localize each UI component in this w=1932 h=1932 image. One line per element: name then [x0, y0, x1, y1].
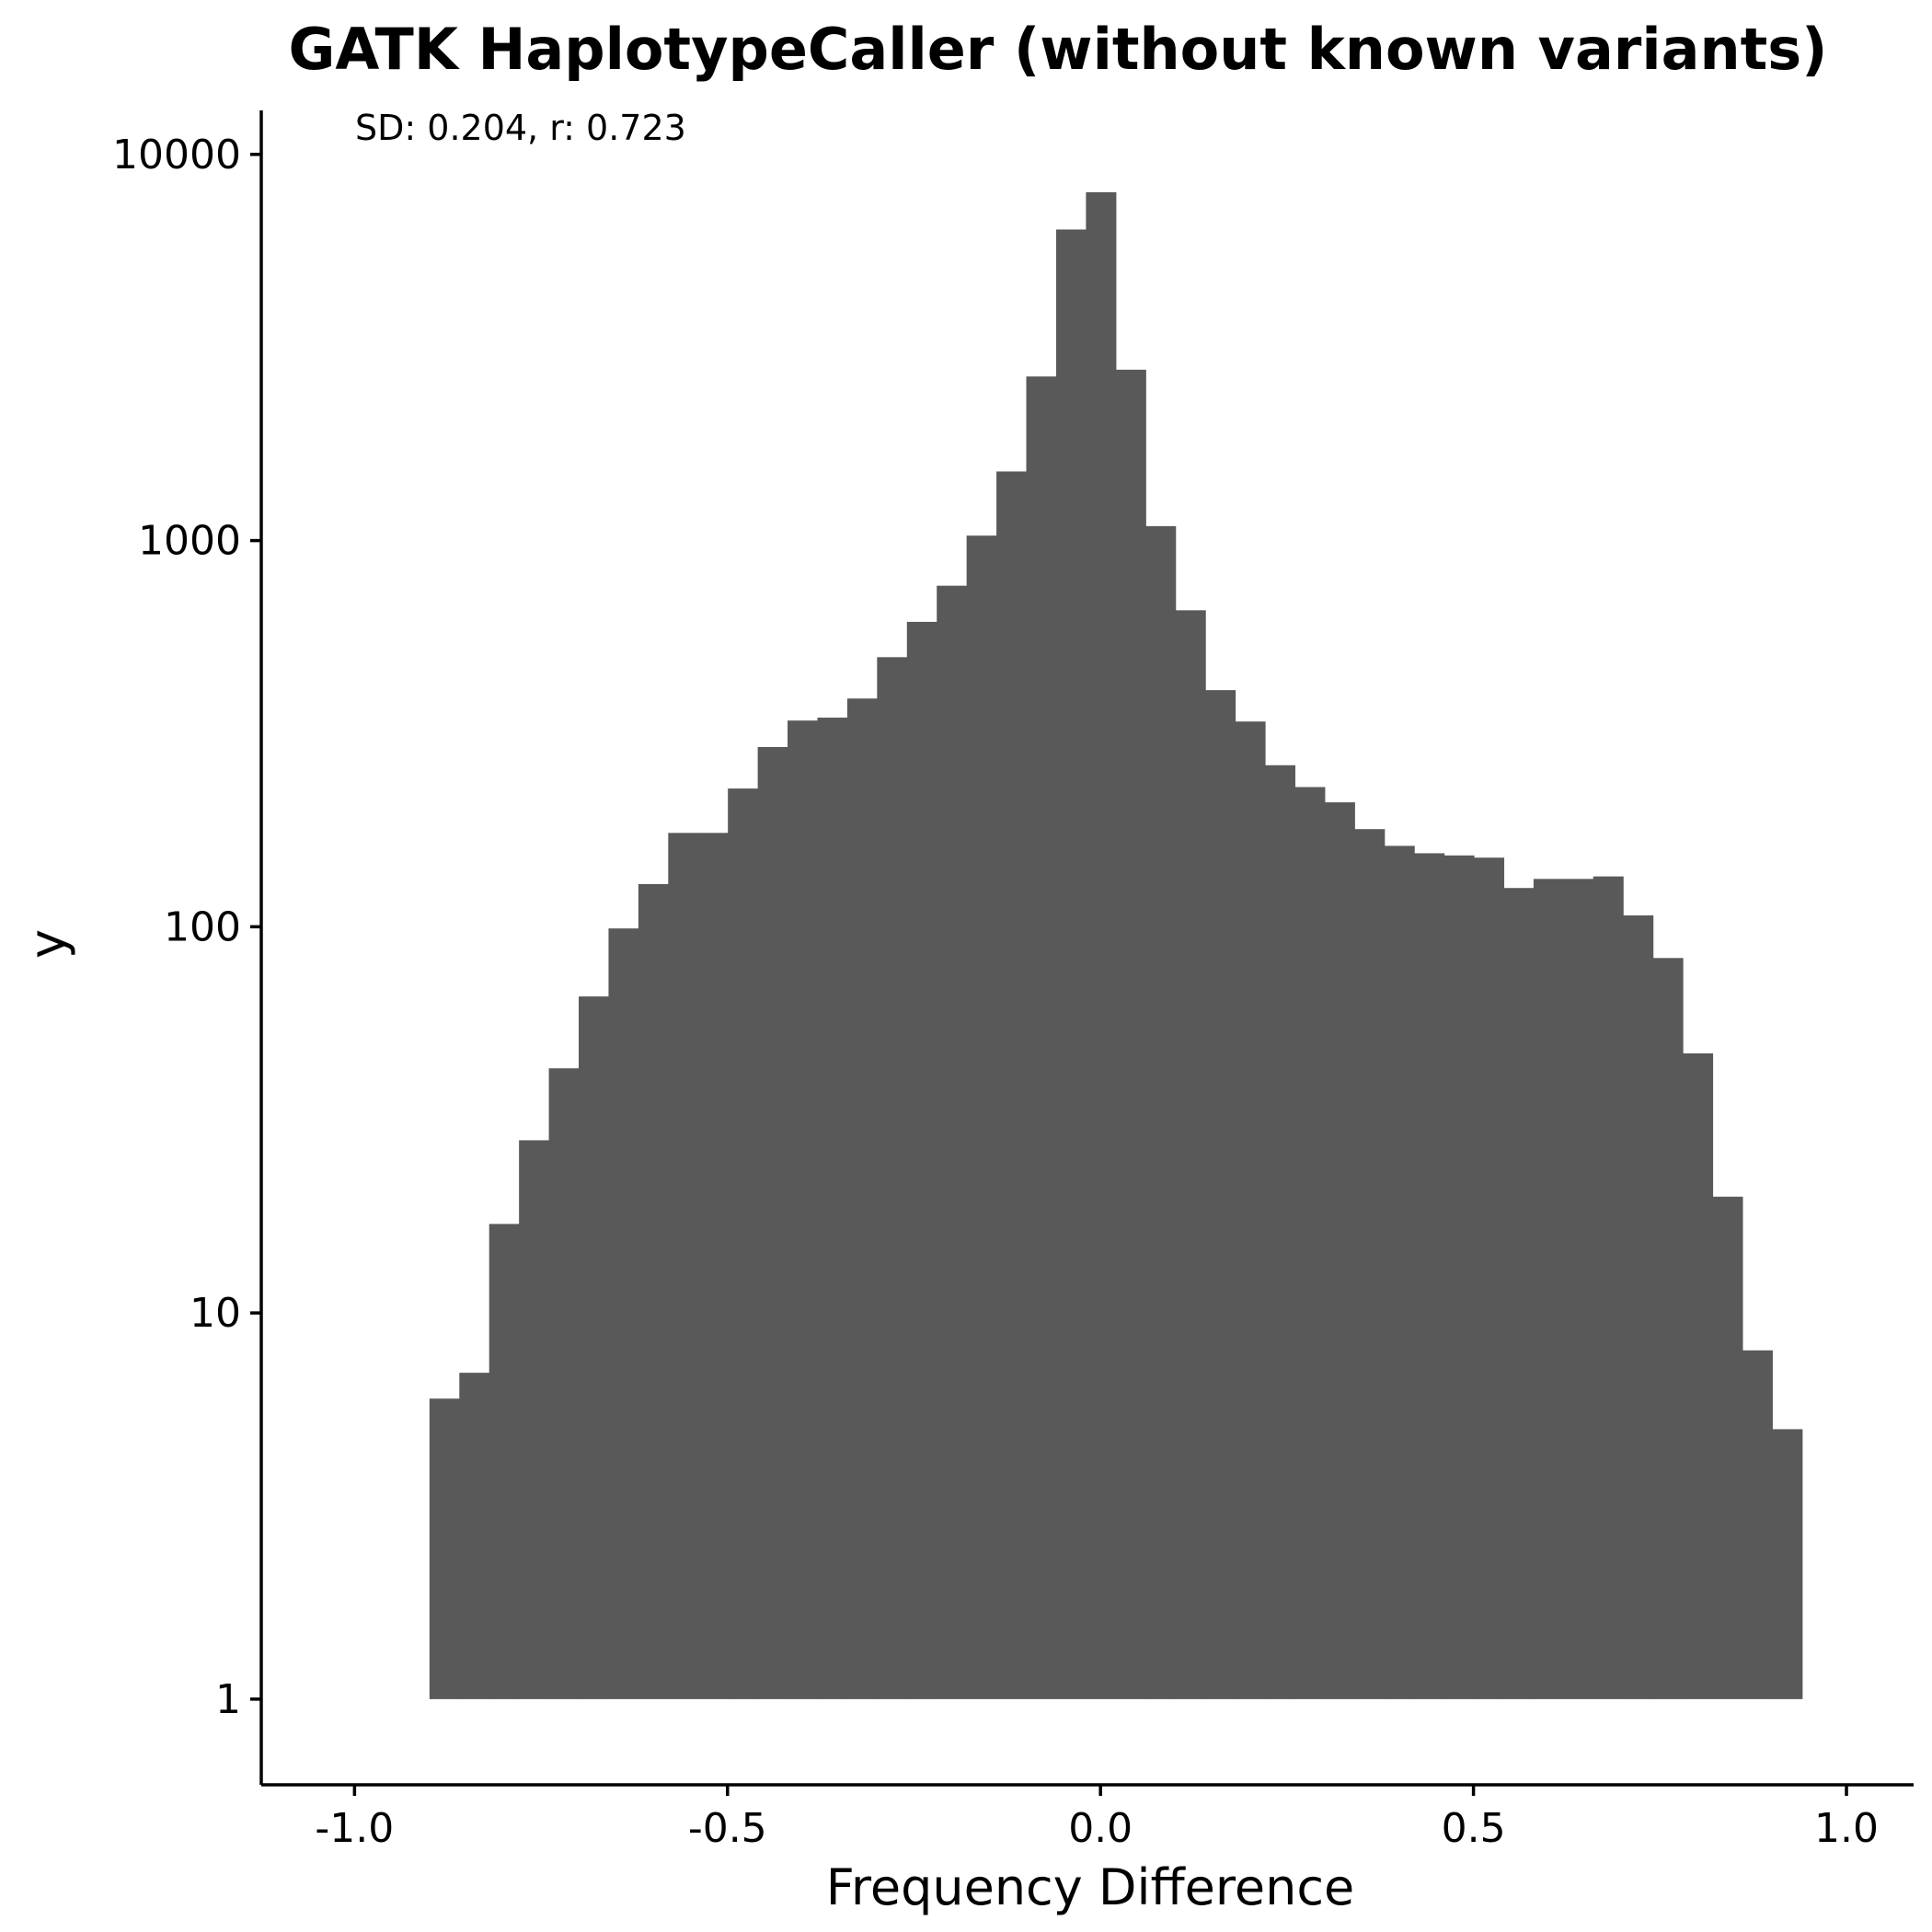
histogram-bar	[1533, 879, 1564, 1699]
histogram-bar	[548, 1068, 580, 1699]
histogram-bar	[1145, 525, 1177, 1699]
y-tick-label: 100	[164, 903, 241, 950]
histogram-bar	[1474, 857, 1505, 1699]
histogram-bar	[638, 883, 669, 1699]
x-axis: -1.0 -0.5 0.0 0.5 1.0	[261, 1783, 1914, 1852]
x-tick-label: -1.0	[315, 1805, 394, 1852]
histogram-bar	[579, 996, 610, 1699]
histogram-bar	[429, 1398, 460, 1699]
y-tick-label: 10	[190, 1290, 241, 1337]
x-tick-label: -0.5	[688, 1805, 767, 1852]
histogram-bar	[1593, 876, 1624, 1699]
histogram-bar	[697, 833, 729, 1699]
x-tick-label: 1.0	[1814, 1805, 1879, 1852]
histogram-bar	[966, 535, 997, 1699]
stats-annotation: SD: 0.204, r: 0.723	[355, 108, 686, 148]
y-tick-label: 1000	[138, 518, 241, 565]
histogram-bar	[1175, 610, 1206, 1699]
x-axis-title: Frequency Difference	[826, 1858, 1355, 1916]
histogram-bar	[1055, 229, 1087, 1699]
histogram-bar	[877, 657, 908, 1699]
histogram-bar	[608, 928, 639, 1699]
histogram-bar	[1115, 369, 1146, 1699]
x-tick-label: 0.5	[1442, 1805, 1506, 1852]
y-axis: 1 10 100 1000 10000	[112, 110, 263, 1785]
histogram-bar	[1354, 829, 1386, 1699]
histogram-bar	[1623, 915, 1654, 1699]
histogram-bar	[1712, 1196, 1743, 1699]
histogram-bar	[1772, 1429, 1803, 1699]
histogram-bar	[846, 698, 878, 1699]
histogram-bar	[1235, 721, 1266, 1699]
histogram-bars	[429, 191, 1803, 1699]
histogram-bar	[1324, 802, 1355, 1699]
histogram-bar	[459, 1373, 490, 1699]
histogram-bar	[1443, 855, 1475, 1699]
histogram-bar	[489, 1224, 520, 1699]
histogram-bar	[1086, 191, 1117, 1699]
histogram-bar	[1414, 853, 1445, 1699]
histogram-bar	[937, 585, 968, 1699]
histogram-bar	[519, 1140, 550, 1699]
histogram-bar	[1264, 765, 1296, 1699]
histogram-bar	[788, 720, 819, 1699]
chart-title: GATK HaplotypeCaller (without known vari…	[289, 16, 1828, 83]
histogram-bar	[1503, 888, 1535, 1699]
histogram-bar	[1563, 879, 1594, 1699]
histogram-bar	[1205, 690, 1236, 1699]
histogram-bar	[1026, 376, 1057, 1699]
histogram-bar	[1294, 787, 1326, 1699]
histogram-bar	[668, 833, 699, 1699]
y-axis-title: y	[18, 929, 76, 959]
x-tick-label: 0.0	[1068, 1805, 1133, 1852]
y-tick-label: 10000	[112, 132, 241, 178]
histogram-bar	[817, 718, 848, 1699]
histogram-bar	[1683, 1052, 1714, 1699]
histogram-bar	[996, 471, 1028, 1699]
histogram-bar	[1742, 1350, 1773, 1699]
histogram-bar	[757, 747, 788, 1699]
histogram-bar	[1384, 845, 1415, 1699]
histogram-bar	[1652, 958, 1684, 1699]
histogram-bar	[728, 788, 759, 1699]
y-tick-label: 1	[215, 1676, 241, 1723]
histogram-bar	[906, 621, 937, 1699]
